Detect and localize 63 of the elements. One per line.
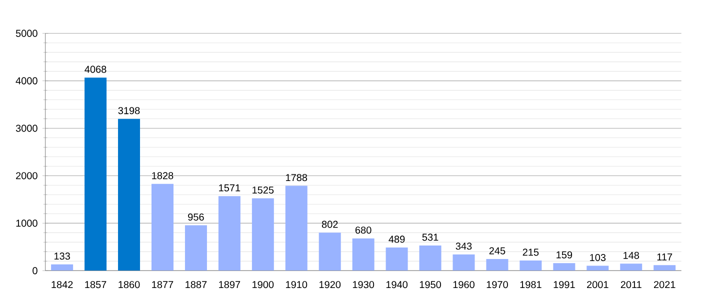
data-label: 103: [590, 254, 606, 262]
data-label: 489: [388, 236, 405, 243]
x-tick-label: 1897: [219, 281, 240, 288]
bar: [620, 264, 642, 271]
bar: [118, 118, 140, 271]
data-label: 1788: [286, 174, 308, 182]
data-label: 1828: [152, 172, 174, 180]
bar: [84, 78, 107, 271]
bar: [553, 263, 576, 271]
bar: [520, 260, 542, 271]
data-label: 133: [54, 252, 70, 260]
x-tick-label: 1960: [453, 281, 474, 288]
y-tick-label: 4000: [16, 77, 38, 84]
x-tick-label: 1930: [352, 281, 374, 288]
y-tick-label: 2000: [16, 172, 38, 180]
data-label: 1571: [219, 184, 240, 192]
bar: [486, 259, 508, 271]
x-tick-label: 1920: [319, 281, 341, 288]
x-tick-label: 1940: [386, 281, 408, 288]
data-label: 245: [489, 247, 506, 254]
bar: [285, 186, 308, 271]
bar: [419, 245, 442, 271]
bar: [654, 265, 676, 271]
bar: [352, 238, 374, 271]
data-label: 1525: [252, 186, 274, 194]
y-tick-label: 3000: [16, 124, 38, 132]
x-tick-label: 1950: [420, 281, 442, 288]
bar: [586, 266, 609, 271]
data-label: 215: [522, 248, 539, 256]
x-tick-label: 1970: [486, 281, 508, 288]
y-tick-label: 5000: [16, 30, 38, 37]
bar: [51, 264, 74, 271]
bar: [386, 247, 408, 271]
data-label: 531: [422, 234, 438, 241]
data-label: 159: [556, 251, 572, 258]
data-label: 956: [188, 214, 204, 221]
x-tick-label: 1991: [554, 281, 575, 288]
x-tick-label: 2021: [654, 281, 676, 288]
bar: [318, 232, 341, 271]
x-tick-label: 1857: [85, 281, 106, 288]
x-tick-label: 2001: [587, 281, 608, 288]
data-label: 3198: [118, 107, 140, 114]
x-tick-label: 1877: [152, 281, 174, 288]
x-tick-label: 1887: [186, 281, 207, 288]
data-label: 148: [624, 252, 640, 259]
data-label: 680: [355, 226, 372, 234]
bar: [184, 225, 207, 271]
x-tick-label: 2011: [620, 281, 642, 288]
bar: [218, 196, 240, 271]
data-label: 802: [322, 220, 338, 228]
bar: [452, 254, 475, 271]
x-tick-label: 1981: [520, 281, 542, 288]
x-tick-label: 1910: [286, 281, 308, 288]
y-tick-label: 0: [32, 267, 38, 274]
y-tick-label: 1000: [16, 220, 38, 227]
x-tick-label: 1842: [52, 281, 73, 288]
x-tick-label: 1900: [252, 281, 274, 288]
bar: [151, 184, 174, 271]
data-label: 117: [657, 254, 672, 260]
x-tick-label: 1860: [118, 281, 140, 288]
data-label: 343: [456, 242, 472, 250]
bar: [252, 198, 274, 271]
data-label: 4068: [84, 66, 106, 73]
